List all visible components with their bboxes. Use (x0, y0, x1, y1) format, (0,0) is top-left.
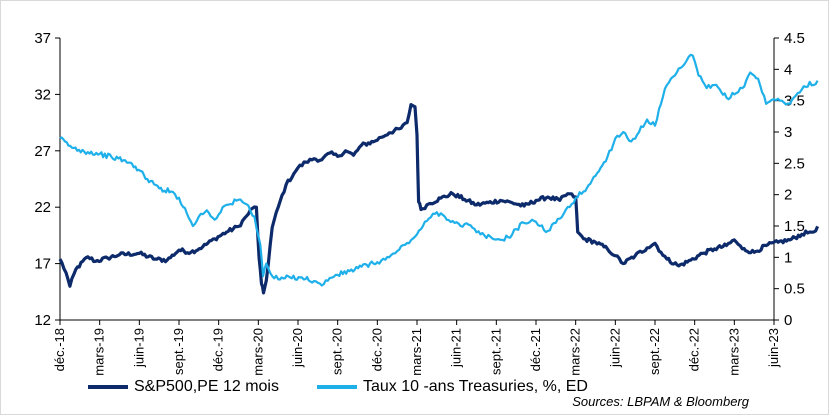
x-tick-label: mars-19 (92, 328, 107, 376)
x-tick-label: déc.-20 (369, 328, 384, 371)
y-left-tick-label: 37 (34, 30, 51, 47)
legend-label-treasuries: Taux 10 -ans Treasuries, %, ED (362, 378, 588, 395)
legend: S&P500,PE 12 mois Taux 10 -ans Treasurie… (88, 376, 626, 398)
series-line-pe (58, 103, 820, 295)
legend-swatch-treasuries (316, 385, 357, 389)
y-right-tick-label: 3 (784, 124, 792, 141)
y-right-tick-label: 2.5 (784, 155, 805, 172)
x-tick-label: mars-21 (409, 328, 424, 376)
legend-item-treasuries: Taux 10 -ans Treasuries, %, ED (316, 378, 588, 396)
x-tick-label: sept.-20 (330, 328, 345, 375)
source-note: Sources: LBPAM & Bloomberg (572, 394, 749, 409)
y-right-tick-label: 1.5 (784, 218, 805, 235)
x-tick-label: juin-21 (449, 328, 464, 368)
y-right-tick-label: 1 (784, 249, 792, 266)
y-left-tick-label: 32 (34, 86, 51, 103)
x-tick-label: déc.-22 (687, 328, 702, 371)
legend-item-pe: S&P500,PE 12 mois (88, 378, 279, 396)
x-tick-label: mars-22 (568, 328, 583, 376)
x-tick-label: déc.-18 (52, 328, 67, 371)
y-right-tick-label: 4.5 (784, 30, 805, 47)
y-left-tick-label: 12 (34, 312, 51, 329)
x-tick-label: mars-23 (726, 328, 741, 376)
y-right-tick-label: 0 (784, 312, 792, 329)
x-tick-label: sept.-19 (171, 328, 186, 375)
x-tick-label: sept.-22 (647, 328, 662, 375)
series-layer (58, 53, 820, 295)
x-tick-label: juin-22 (607, 328, 622, 368)
x-tick-label: juin-19 (131, 328, 146, 368)
y-right-tick-label: 4 (784, 61, 792, 78)
axes: 12 17 22 27 32 37 0 0.5 1 1.5 2 2.5 3 3.5 4 4.5 déc.-18 m… (34, 30, 805, 376)
legend-swatch-pe (88, 385, 128, 389)
x-tick-label: juin-23 (766, 328, 781, 368)
y-left-tick-label: 22 (34, 199, 51, 216)
x-tick-label: juin-20 (290, 328, 305, 368)
x-tick-label: déc.-21 (528, 328, 543, 371)
x-tick-label: sept.-21 (488, 328, 503, 375)
y-right-tick-label: 0.5 (784, 281, 805, 298)
y-right-tick-label: 3.5 (784, 93, 805, 110)
y-right-tick-label: 2 (784, 187, 792, 204)
legend-label-pe: S&P500,PE 12 mois (134, 378, 279, 395)
x-tick-label: déc.-19 (211, 328, 226, 371)
series-line-treasuries (59, 53, 819, 287)
y-left-tick-label: 17 (34, 256, 51, 273)
x-tick-label: mars-20 (250, 328, 265, 376)
y-left-tick-label: 27 (34, 143, 51, 160)
